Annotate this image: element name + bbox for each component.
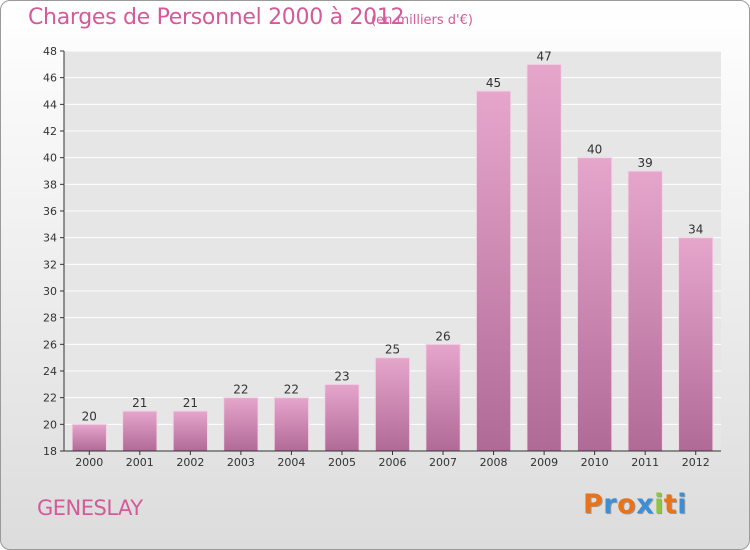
x-tick-label: 2003 — [227, 456, 255, 469]
x-tick-label: 2006 — [379, 456, 407, 469]
y-tick-label: 38 — [43, 178, 57, 191]
data-label: 26 — [435, 329, 450, 343]
data-label: 47 — [536, 49, 551, 63]
y-tick-label: 24 — [43, 365, 57, 378]
y-tick-label: 34 — [43, 232, 57, 245]
bar — [627, 170, 663, 452]
x-tick-label: 2002 — [176, 456, 204, 469]
bar — [576, 157, 613, 452]
chart-unit: (en milliers d'€) — [371, 13, 473, 28]
data-label: 25 — [385, 343, 400, 357]
x-tick-label: 2000 — [75, 456, 103, 469]
data-label: 34 — [688, 223, 703, 237]
x-tick-label: 2011 — [631, 456, 659, 469]
y-tick-label: 18 — [43, 445, 57, 458]
y-tick-label: 32 — [43, 258, 57, 271]
logo-letter: o — [617, 489, 637, 520]
bar — [172, 410, 209, 452]
y-tick-label: 48 — [43, 45, 57, 58]
bar — [223, 397, 259, 452]
logo-letter: r — [603, 489, 618, 520]
logo-letter: x — [636, 489, 655, 520]
data-label: 22 — [284, 383, 299, 397]
bar — [526, 63, 562, 452]
data-label: 21 — [183, 396, 198, 410]
data-label: 22 — [233, 383, 248, 397]
x-tick-label: 2009 — [530, 456, 558, 469]
x-tick-label: 2012 — [682, 456, 710, 469]
proxiti-logo[interactable]: Proxiti — [583, 489, 687, 520]
data-label: 23 — [334, 369, 349, 383]
logo-letter: t — [663, 489, 678, 520]
chart-title: Charges de Personnel 2000 à 2012 — [28, 5, 405, 30]
y-tick-label: 22 — [43, 392, 57, 405]
commune-name: GENESLAY — [37, 496, 143, 520]
x-tick-label: 2007 — [429, 456, 457, 469]
data-label: 21 — [132, 396, 147, 410]
y-tick-label: 20 — [43, 418, 57, 431]
logo-letter: i — [654, 489, 664, 520]
bar — [273, 397, 310, 452]
bar — [122, 410, 158, 452]
data-label: 40 — [587, 143, 602, 157]
logo-letter: i — [677, 489, 688, 520]
y-tick-label: 46 — [43, 72, 57, 85]
bar — [678, 237, 714, 452]
x-tick-label: 2010 — [581, 456, 609, 469]
data-label: 45 — [486, 76, 501, 90]
bar — [71, 423, 107, 452]
x-tick-label: 2008 — [480, 456, 508, 469]
y-tick-label: 36 — [43, 205, 57, 218]
bar — [475, 90, 512, 452]
y-tick-label: 26 — [43, 338, 57, 351]
x-tick-label: 2001 — [126, 456, 154, 469]
y-tick-label: 28 — [43, 312, 57, 325]
logo-letter: P — [583, 489, 604, 520]
y-tick-label: 40 — [43, 152, 57, 165]
bar — [425, 343, 461, 452]
data-label: 39 — [638, 156, 653, 170]
y-tick-label: 42 — [43, 125, 57, 138]
bar — [324, 383, 360, 452]
y-tick-label: 30 — [43, 285, 57, 298]
x-tick-label: 2005 — [328, 456, 356, 469]
x-tick-label: 2004 — [277, 456, 305, 469]
bar — [374, 357, 411, 452]
y-tick-label: 44 — [43, 98, 57, 111]
data-label: 20 — [82, 409, 97, 423]
